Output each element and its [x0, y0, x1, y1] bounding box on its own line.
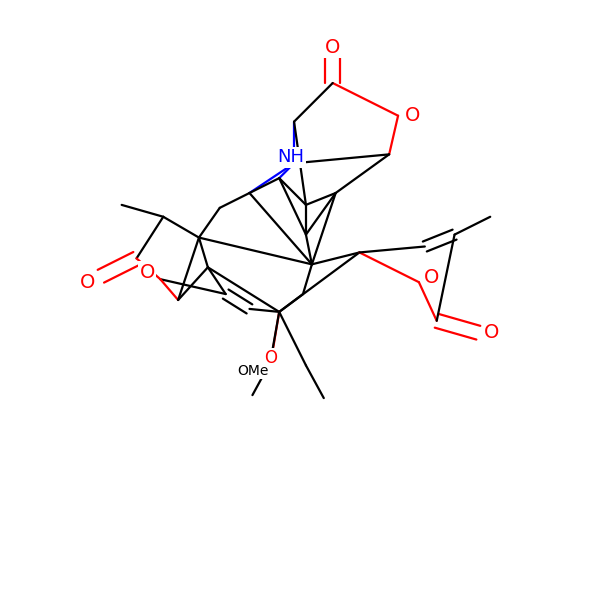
Text: O: O [405, 106, 421, 125]
Text: O: O [424, 268, 440, 287]
Text: O: O [325, 38, 340, 57]
Text: O: O [140, 263, 155, 281]
Text: O: O [484, 323, 499, 342]
Text: O: O [264, 349, 277, 367]
Text: NH: NH [278, 148, 305, 166]
Text: O: O [80, 272, 95, 292]
Text: OMe: OMe [237, 364, 268, 379]
